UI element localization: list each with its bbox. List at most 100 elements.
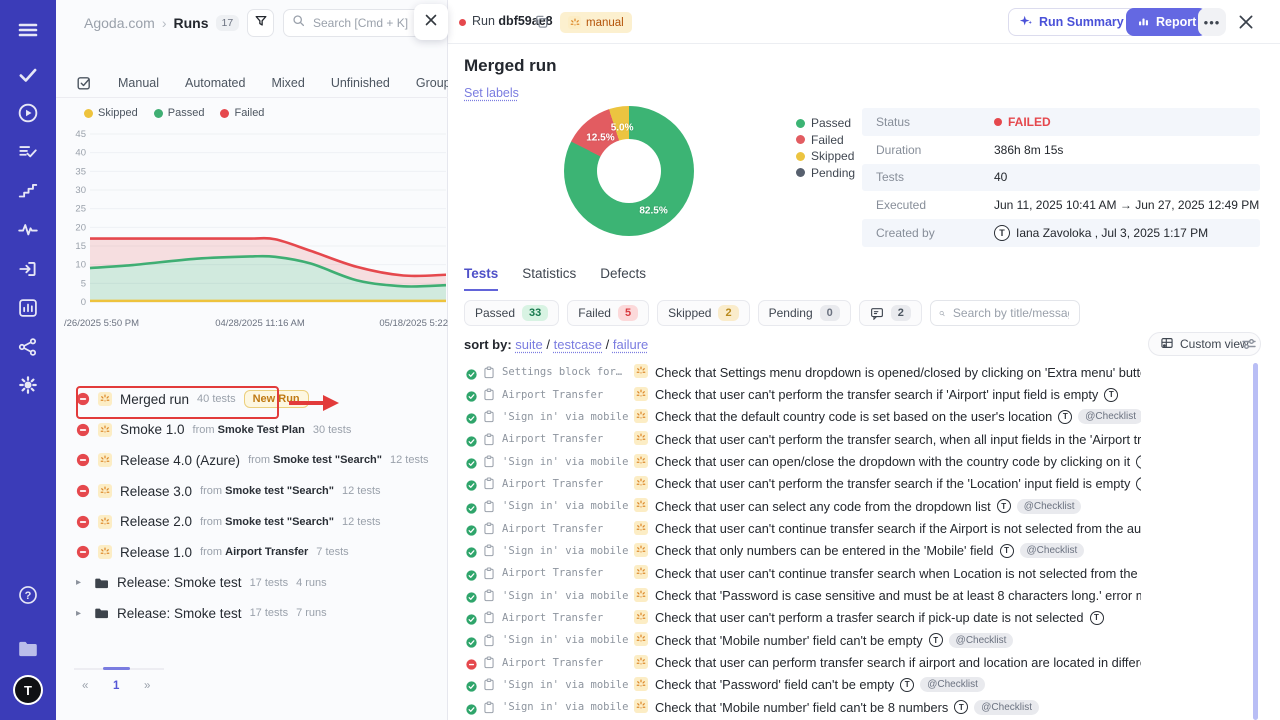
report-button[interactable]: Report — [1126, 8, 1208, 36]
testcase-icon — [484, 656, 494, 669]
integrations-branch-icon[interactable] — [17, 336, 39, 358]
testcase-icon — [483, 701, 495, 714]
test-row[interactable]: Airport Transfer Check that user can't pe… — [448, 607, 1260, 629]
testcase-icon — [483, 366, 495, 379]
test-row[interactable]: Airport Transfer Check that user can perf… — [448, 651, 1260, 673]
assignee-avatar: T — [1104, 387, 1119, 402]
donut-legend-failed: Failed — [796, 132, 855, 149]
panel-close-button[interactable] — [414, 4, 448, 40]
test-row[interactable]: 'Sign in' via mobile Check that 'Password… — [448, 584, 1260, 606]
view-settings-icon[interactable] — [1241, 336, 1257, 352]
vertical-scrollbar[interactable] — [1253, 363, 1258, 720]
sort-link-suite[interactable]: suite — [515, 337, 543, 352]
pagination-prev[interactable]: « — [82, 680, 89, 692]
run-tab-mixed[interactable]: Mixed — [271, 75, 305, 90]
detail-close-button[interactable] — [1237, 13, 1255, 31]
copy-icon[interactable] — [534, 14, 549, 29]
pulse-icon[interactable] — [17, 219, 39, 241]
passed-status-icon — [466, 391, 477, 402]
select-all-icon[interactable] — [76, 75, 92, 91]
run-row[interactable]: Release 2.0 from Smoke test "Search" 12 te… — [56, 506, 448, 537]
set-labels-link[interactable]: Set labels — [464, 86, 519, 100]
chevron-right-icon[interactable]: ▸ — [76, 577, 82, 589]
run-row[interactable]: Smoke 1.0 from Smoke Test Plan 30 tests — [56, 415, 448, 446]
more-actions-button[interactable]: ••• — [1198, 8, 1226, 36]
tab-statistics[interactable]: Statistics — [522, 266, 577, 281]
test-suite-name: Airport Transfer — [502, 477, 604, 490]
test-status-icon — [466, 635, 477, 648]
test-row[interactable]: Airport Transfer Check that user can't pe… — [448, 383, 1260, 405]
test-row[interactable]: Settings block for… Check that Settings m… — [448, 361, 1260, 383]
tab-defects[interactable]: Defects — [600, 266, 647, 281]
run-tab-groups[interactable]: Groups — [415, 75, 457, 90]
summary-value: 40 — [994, 170, 1008, 185]
tab-tests[interactable]: Tests — [464, 266, 499, 291]
filter-chip-failed[interactable]: Failed 5 — [567, 300, 650, 326]
manual-spark-icon — [634, 587, 648, 602]
run-tab-manual[interactable]: Manual — [118, 75, 159, 90]
breadcrumb-page: Runs — [173, 15, 209, 31]
run-row[interactable]: Release 1.0 from Airport Transfer 7 tests — [56, 537, 448, 568]
plans-list-icon[interactable] — [17, 141, 39, 163]
tests-search[interactable] — [929, 300, 1080, 326]
test-row[interactable]: 'Sign in' via mobile Check that only numb… — [448, 540, 1260, 562]
run-tab-unfinished[interactable]: Unfinished — [330, 75, 390, 90]
summary-label: Duration — [876, 142, 922, 157]
test-row[interactable]: Airport Transfer Check that user can't co… — [448, 562, 1260, 584]
test-row[interactable]: 'Sign in' via mobile Check that the defau… — [448, 406, 1260, 428]
signin-arrow-icon[interactable] — [17, 258, 39, 280]
filter-chip-pending[interactable]: Pending 0 — [757, 300, 851, 326]
filter-chip-skipped[interactable]: Skipped 2 — [657, 300, 750, 326]
run-row[interactable]: Release 3.0 from Smoke test "Search" 12 te… — [56, 476, 448, 507]
sort-link-testcase[interactable]: testcase — [553, 337, 603, 352]
user-avatar[interactable]: T — [15, 677, 41, 703]
help-icon[interactable]: ? — [17, 584, 39, 606]
run-group-row[interactable]: ▸ Release: Smoke test 17 tests 7 runs — [56, 598, 448, 629]
manual-spark-icon — [634, 587, 648, 605]
filter-button[interactable] — [247, 9, 274, 37]
test-row[interactable]: 'Sign in' via mobile Check that user can … — [448, 450, 1260, 472]
test-title: Check that user can't perform the transf… — [655, 476, 1141, 491]
run-title: Merged run — [464, 56, 557, 75]
runs-history-chart: 0 5 10 15 20 25 30 35 40 45/26/2025 5:50 PM 04/28/… — [64, 124, 448, 340]
sort-link-failure[interactable]: failure — [612, 337, 649, 352]
pagination-page-1[interactable]: 1 — [113, 680, 120, 692]
filter-chip-passed[interactable]: Passed 33 — [464, 300, 560, 326]
run-row[interactable]: Release 4.0 (Azure) from Smoke test "Sear… — [56, 445, 448, 476]
pagination-next[interactable]: » — [144, 680, 151, 692]
passed-status-icon — [466, 570, 477, 581]
passed-status-icon — [466, 503, 477, 514]
tests-check-icon[interactable] — [17, 64, 39, 86]
tests-search-input[interactable] — [950, 305, 1071, 321]
milestones-steps-icon[interactable] — [17, 180, 39, 202]
main-sidebar: ? T — [0, 0, 56, 720]
test-row[interactable]: Airport Transfer Check that user can't pe… — [448, 428, 1260, 450]
test-row[interactable]: 'Sign in' via mobile Check that user can … — [448, 495, 1260, 517]
testcase-icon — [483, 455, 495, 468]
test-suite-name: 'Sign in' via mobile — [502, 455, 629, 468]
run-summary-button[interactable]: Run Summary — [1009, 9, 1134, 35]
search-input[interactable] — [311, 15, 431, 31]
chevron-right-icon[interactable]: ▸ — [76, 607, 82, 619]
run-tests-count: 40 tests — [197, 393, 236, 406]
run-row[interactable]: Merged run 40 tests New Run — [56, 384, 448, 415]
settings-gear-icon[interactable] — [17, 374, 39, 396]
test-row[interactable]: 'Sign in' via mobile Check that 'Mobile n… — [448, 696, 1260, 718]
menu-icon[interactable] — [17, 19, 39, 41]
manual-spark-icon — [634, 453, 648, 471]
comments-filter-chip[interactable]: 2 — [858, 300, 922, 326]
test-row[interactable]: 'Sign in' via mobile Check that 'Mobile n… — [448, 629, 1260, 651]
failed-status-icon — [466, 659, 477, 670]
group-tests-count: 17 tests — [249, 576, 289, 589]
breadcrumb-project[interactable]: Agoda.com — [84, 15, 155, 31]
test-row[interactable]: 'Sign in' via mobile Check that 'Password… — [448, 674, 1260, 696]
manual-spark-icon — [568, 16, 581, 29]
analytics-chart-icon[interactable] — [17, 297, 39, 319]
test-row[interactable]: Airport Transfer Check that user can't co… — [448, 517, 1260, 539]
runs-play-icon[interactable] — [17, 102, 39, 124]
run-group-row[interactable]: ▸ Release: Smoke test 17 tests 4 runs — [56, 568, 448, 599]
run-tab-automated[interactable]: Automated — [185, 75, 246, 90]
projects-folder-icon[interactable] — [17, 638, 39, 660]
test-row[interactable]: Airport Transfer Check that user can't pe… — [448, 473, 1260, 495]
custom-view-button[interactable]: Custom view — [1148, 332, 1261, 356]
